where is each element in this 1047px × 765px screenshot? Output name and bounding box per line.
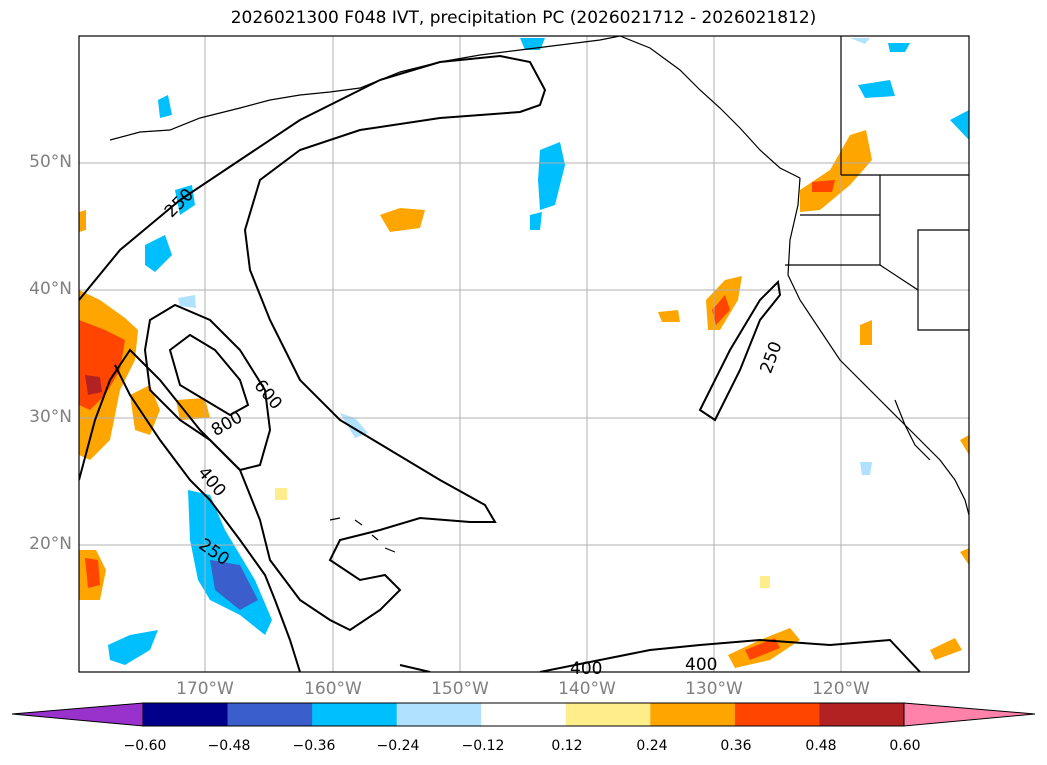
precip-negative-area — [520, 38, 545, 50]
colorbar-segment — [481, 703, 567, 726]
plot-frame — [78, 35, 970, 673]
precip-positive-area — [380, 208, 425, 232]
precip-positive-area — [812, 180, 835, 192]
colorbar-extend-left — [11, 702, 144, 727]
precip-positive-area — [79, 210, 86, 232]
colorbar-tick-label: −0.48 — [207, 738, 251, 754]
precip-negative-area — [178, 295, 196, 308]
precip-negative-area — [950, 110, 969, 140]
ivt-contour-400-c — [399, 638, 921, 672]
state-lines — [785, 175, 969, 331]
precip-negative-area — [888, 43, 910, 52]
ivt-contour-250 — [79, 54, 547, 632]
ivt-contour-400-b — [114, 364, 301, 672]
precip-positive-area — [85, 375, 102, 395]
colorbar-segment — [396, 703, 482, 726]
lon-label: 160°W — [304, 679, 362, 699]
precip-negative-area — [858, 80, 895, 98]
lat-label: 30°N — [29, 407, 72, 427]
colorbar-segment — [565, 703, 651, 726]
precip-negative-area — [538, 142, 565, 210]
colorbar-tick-label: −0.24 — [376, 738, 420, 754]
precip-negative-area — [860, 462, 872, 475]
colorbar-tick-label: 0.48 — [805, 738, 837, 754]
precip-negative-area — [850, 38, 870, 44]
alaska-panhandle — [619, 36, 801, 179]
precip-positive-area — [130, 385, 160, 435]
lon-label: 140°W — [558, 679, 616, 699]
precip-negative-area — [210, 560, 258, 610]
ivt-contours — [79, 54, 921, 672]
contour-label: 600 — [250, 376, 286, 414]
colorbar-segment — [312, 703, 398, 726]
coastlines — [109, 36, 969, 553]
precip-positive-area — [85, 558, 100, 588]
precip-positive-area — [712, 295, 730, 325]
ivt-contour-600 — [168, 333, 250, 417]
contour-label: 250 — [757, 339, 787, 376]
alaska-coast — [109, 36, 621, 141]
colorbar-segment — [819, 703, 905, 726]
precip-positive-area — [176, 398, 210, 420]
ivt-contour-400 — [143, 303, 272, 472]
hawaii-islands — [329, 517, 396, 553]
colorbar-tick-label: 0.24 — [636, 738, 668, 754]
colorbar-segment — [650, 703, 736, 726]
colorbar-tick-label: 0.12 — [551, 738, 583, 754]
lon-label: 120°W — [812, 679, 870, 699]
colorbar-tick-label: −0.12 — [461, 738, 505, 754]
precipitation-shading — [79, 38, 969, 668]
precip-negative-area — [108, 630, 158, 665]
lat-label: 40°N — [29, 279, 72, 299]
map-title: 2026021300 F048 IVT, precipitation PC (2… — [230, 8, 817, 28]
precip-negative-area — [188, 490, 272, 635]
lon-label: 170°W — [176, 679, 234, 699]
lon-label: 130°W — [685, 679, 743, 699]
precip-positive-area — [860, 320, 872, 345]
lat-label: 20°N — [29, 534, 72, 554]
colorbar-tick-label: 0.60 — [889, 738, 921, 754]
contour-label: 400 — [570, 659, 602, 679]
colorbar-extend-right — [903, 702, 1036, 727]
contour-label: 400 — [685, 655, 717, 675]
colorbar-segment — [227, 703, 313, 726]
precip-positive-area — [275, 488, 287, 500]
us-west-coast — [787, 177, 969, 516]
precip-negative-area — [530, 212, 542, 230]
colorbar — [11, 702, 1036, 727]
colorbar-segment — [143, 703, 229, 726]
precip-positive-area — [960, 435, 969, 455]
ivt-contour-250-b — [698, 279, 782, 422]
colorbar-segment — [734, 703, 820, 726]
lon-label: 150°W — [431, 679, 489, 699]
precip-positive-area — [930, 638, 962, 660]
precip-positive-area — [658, 310, 680, 322]
precip-positive-area — [760, 576, 770, 588]
precip-positive-area — [745, 638, 780, 660]
colorbar-tick-label: −0.60 — [123, 738, 167, 754]
baja-coast — [894, 399, 931, 461]
colorbar-tick-label: −0.36 — [292, 738, 336, 754]
precip-negative-area — [145, 235, 172, 272]
precip-positive-area — [960, 548, 969, 565]
precip-negative-area — [158, 95, 172, 118]
colorbar-tick-label: 0.36 — [720, 738, 752, 754]
lat-label: 50°N — [29, 152, 72, 172]
precip-positive-area — [800, 130, 872, 212]
contour-label: 800 — [208, 407, 246, 441]
